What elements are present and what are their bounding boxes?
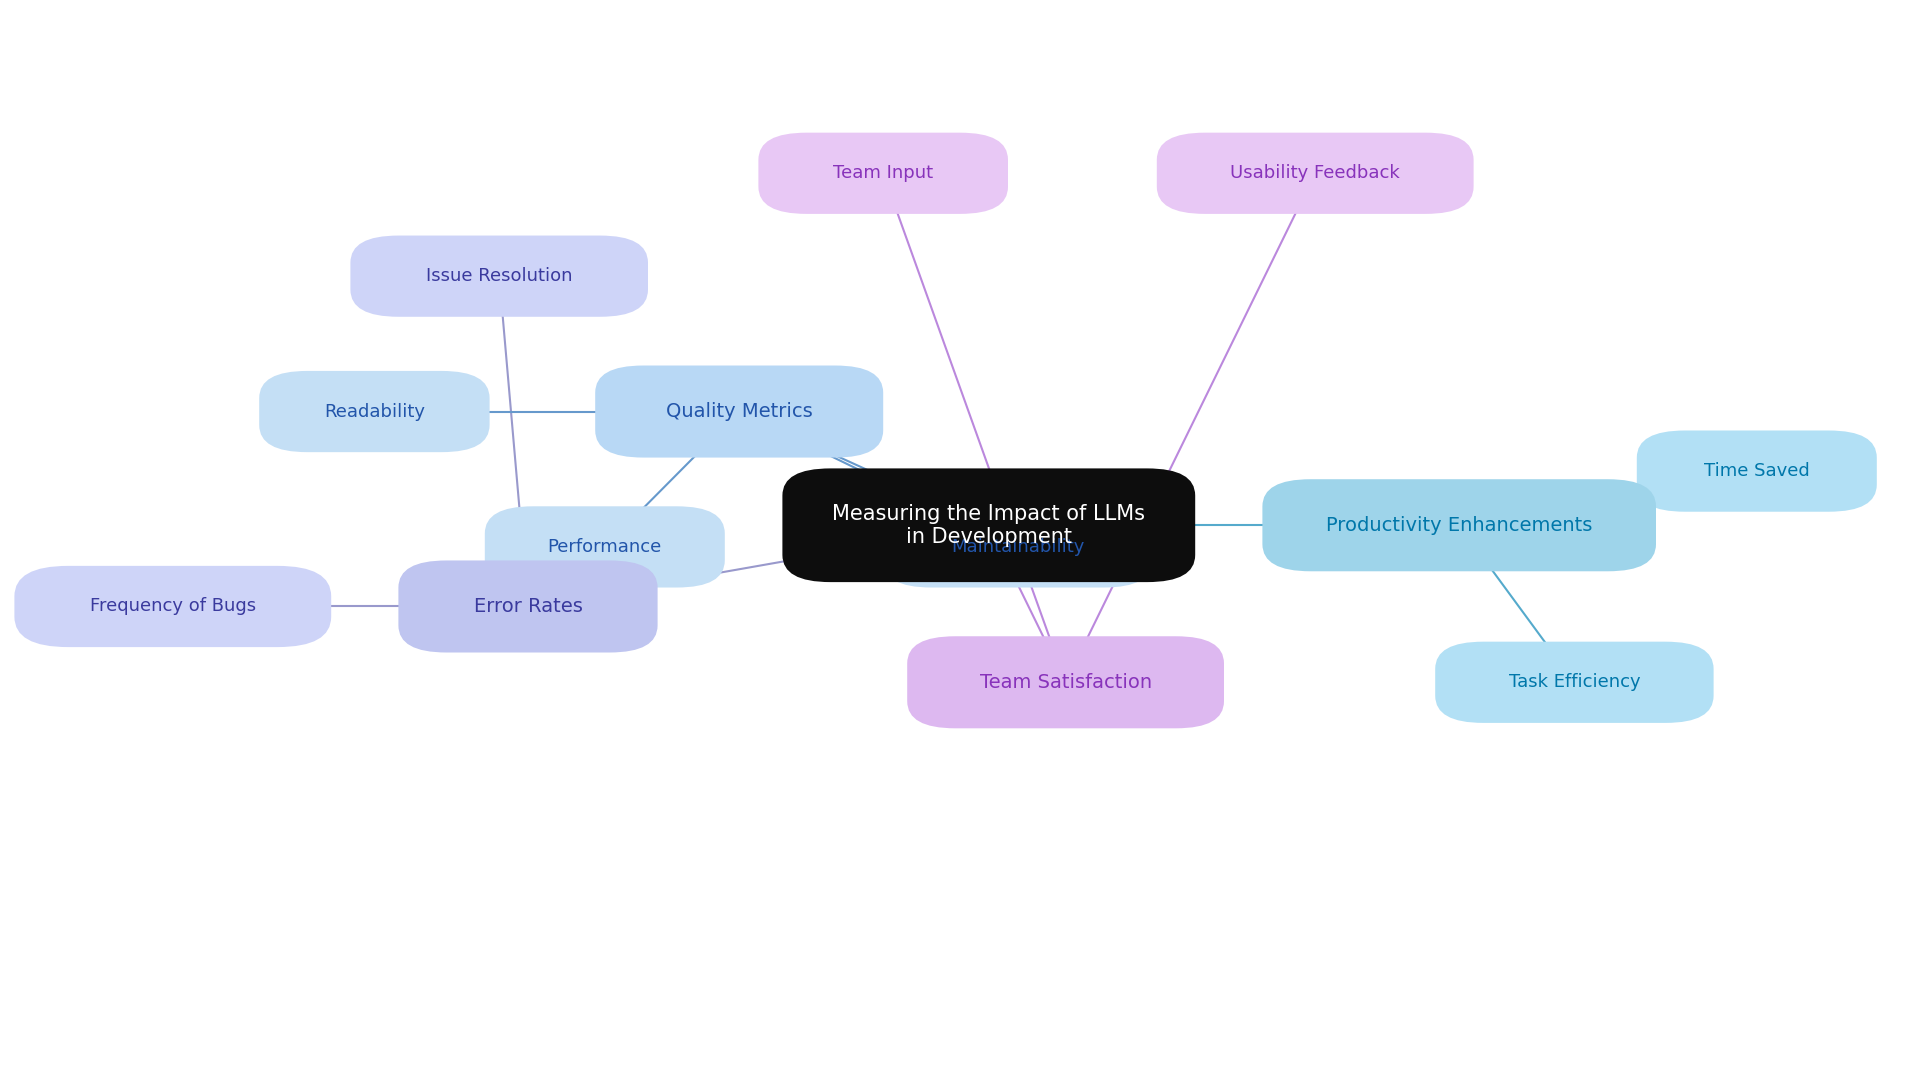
Text: Time Saved: Time Saved	[1703, 462, 1811, 480]
Text: Measuring the Impact of LLMs
in Development: Measuring the Impact of LLMs in Developm…	[831, 504, 1146, 547]
FancyBboxPatch shape	[595, 366, 883, 457]
FancyBboxPatch shape	[484, 507, 724, 587]
FancyBboxPatch shape	[399, 561, 657, 652]
Text: Issue Resolution: Issue Resolution	[426, 268, 572, 285]
FancyBboxPatch shape	[1636, 431, 1878, 512]
Text: Team Satisfaction: Team Satisfaction	[979, 673, 1152, 692]
FancyBboxPatch shape	[883, 507, 1152, 587]
FancyBboxPatch shape	[349, 236, 649, 317]
Text: Team Input: Team Input	[833, 165, 933, 182]
FancyBboxPatch shape	[758, 133, 1008, 214]
Text: Error Rates: Error Rates	[474, 597, 582, 616]
Text: Performance: Performance	[547, 538, 662, 556]
FancyBboxPatch shape	[1156, 133, 1475, 214]
Text: Frequency of Bugs: Frequency of Bugs	[90, 598, 255, 615]
FancyBboxPatch shape	[783, 469, 1194, 583]
Text: Task Efficiency: Task Efficiency	[1509, 674, 1640, 691]
Text: Readability: Readability	[324, 403, 424, 420]
Text: Usability Feedback: Usability Feedback	[1231, 165, 1400, 182]
Text: Quality Metrics: Quality Metrics	[666, 402, 812, 421]
FancyBboxPatch shape	[259, 370, 490, 453]
Text: Productivity Enhancements: Productivity Enhancements	[1327, 516, 1592, 535]
FancyBboxPatch shape	[908, 637, 1225, 728]
FancyBboxPatch shape	[13, 565, 330, 647]
FancyBboxPatch shape	[1263, 479, 1655, 572]
FancyBboxPatch shape	[1434, 641, 1713, 723]
Text: Maintainability: Maintainability	[950, 538, 1085, 556]
